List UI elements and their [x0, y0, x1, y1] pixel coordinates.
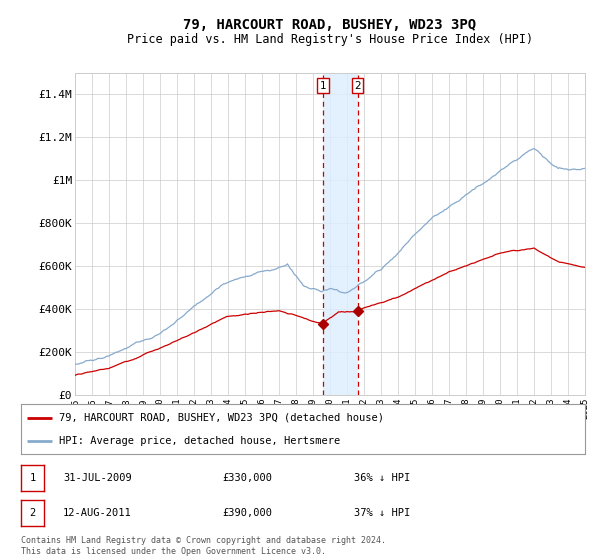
Text: 79, HARCOURT ROAD, BUSHEY, WD23 3PQ: 79, HARCOURT ROAD, BUSHEY, WD23 3PQ	[184, 18, 476, 32]
Text: £390,000: £390,000	[222, 508, 272, 518]
Text: 1: 1	[29, 473, 35, 483]
Text: 2: 2	[29, 508, 35, 518]
Text: 2: 2	[354, 81, 361, 91]
Text: 12-AUG-2011: 12-AUG-2011	[63, 508, 132, 518]
Bar	[323, 73, 358, 395]
Text: 31-JUL-2009: 31-JUL-2009	[63, 473, 132, 483]
Text: 36% ↓ HPI: 36% ↓ HPI	[354, 473, 410, 483]
Text: HPI: Average price, detached house, Hertsmere: HPI: Average price, detached house, Hert…	[59, 436, 341, 446]
Text: 1: 1	[320, 81, 326, 91]
Text: Price paid vs. HM Land Registry's House Price Index (HPI): Price paid vs. HM Land Registry's House …	[127, 32, 533, 46]
Text: Contains HM Land Registry data © Crown copyright and database right 2024.
This d: Contains HM Land Registry data © Crown c…	[21, 536, 386, 556]
Text: 37% ↓ HPI: 37% ↓ HPI	[354, 508, 410, 518]
Text: £330,000: £330,000	[222, 473, 272, 483]
Text: 79, HARCOURT ROAD, BUSHEY, WD23 3PQ (detached house): 79, HARCOURT ROAD, BUSHEY, WD23 3PQ (det…	[59, 413, 385, 423]
